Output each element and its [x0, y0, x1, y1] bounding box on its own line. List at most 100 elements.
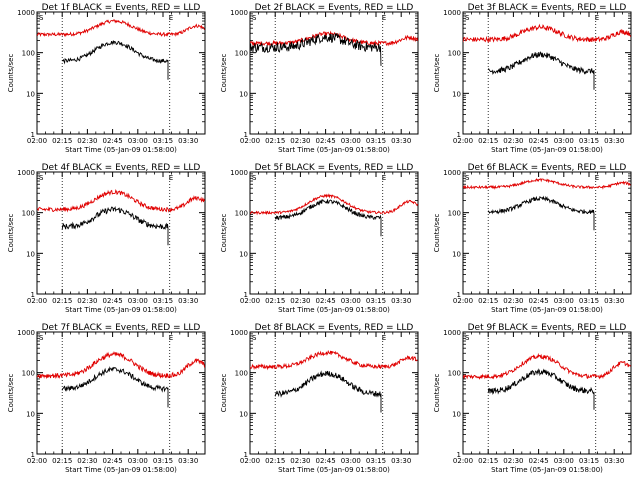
- y-tick-label: 100: [22, 50, 35, 58]
- panel-det-8: Det 8f BLACK = Events, RED = LLD 1 10 100 10…: [220, 323, 419, 474]
- end-marker-label: E: [382, 334, 386, 342]
- series-line-events: [61, 366, 169, 408]
- x-tick-label: 02:45: [316, 457, 336, 465]
- panel-det-9: Det 9f BLACK = Events, RED = LLD 1 10 100 10…: [433, 323, 632, 474]
- panel-det-7: Det 7f BLACK = Events, RED = LLD 1 10 100 10…: [7, 323, 206, 474]
- series-line-events: [62, 40, 169, 80]
- end-marker-label: E: [595, 174, 599, 182]
- panel-title: Det 4f BLACK = Events, RED = LLD: [42, 163, 201, 173]
- series-line-events: [487, 195, 595, 231]
- y-tick-label: 1000: [230, 329, 248, 337]
- x-tick-label: 03:00: [128, 457, 148, 465]
- y-tick-label: 1000: [17, 329, 35, 337]
- x-tick-label: 03:00: [341, 137, 361, 145]
- x-tick-label: 02:15: [478, 457, 498, 465]
- x-tick-label: 03:15: [366, 297, 386, 305]
- x-tick-label: 03:30: [391, 297, 411, 305]
- end-marker-label: E: [595, 14, 599, 22]
- x-tick-label: 03:15: [579, 297, 599, 305]
- x-axis-label: Start Time (05-Jan-09 01:58:00): [491, 306, 603, 314]
- x-axis-label: Start Time (05-Jan-09 01:58:00): [278, 466, 390, 474]
- x-axis-label: Start Time (05-Jan-09 01:58:00): [65, 146, 177, 154]
- x-tick-label: 02:00: [27, 457, 47, 465]
- x-tick-label: 02:30: [290, 137, 310, 145]
- series-line-events: [274, 199, 382, 237]
- y-tick-label: 1: [31, 451, 35, 459]
- y-tick-label: 1: [457, 131, 461, 139]
- y-tick-label: 1000: [17, 169, 35, 177]
- panel-title: Det 9f BLACK = Events, RED = LLD: [468, 323, 627, 333]
- series-line-lld: [463, 178, 631, 190]
- x-tick-label: 03:30: [604, 297, 624, 305]
- end-marker-label: E: [169, 14, 173, 22]
- x-tick-label: 02:00: [453, 137, 473, 145]
- end-marker-label: E: [169, 334, 173, 342]
- y-tick-label: 100: [448, 210, 461, 218]
- y-tick-label: 1000: [230, 169, 248, 177]
- panel-title: Det 7f BLACK = Events, RED = LLD: [42, 323, 201, 333]
- end-marker-label: E: [382, 174, 386, 182]
- x-axis-label: Start Time (05-Jan-09 01:58:00): [491, 146, 603, 154]
- y-tick-label: 100: [448, 370, 461, 378]
- series-line-events: [274, 370, 382, 413]
- x-tick-label: 02:15: [52, 137, 72, 145]
- y-axis-label: Counts/sec: [7, 214, 15, 253]
- x-tick-label: 02:15: [265, 137, 285, 145]
- start-marker-label: S: [252, 174, 257, 182]
- x-tick-label: 02:15: [478, 297, 498, 305]
- x-tick-label: 02:45: [316, 297, 336, 305]
- panel-title: Det 1f BLACK = Events, RED = LLD: [42, 3, 201, 13]
- x-tick-label: 02:30: [503, 137, 523, 145]
- series-line-lld: [250, 349, 418, 371]
- x-tick-label: 03:30: [604, 137, 624, 145]
- x-tick-label: 02:30: [503, 297, 523, 305]
- x-tick-label: 03:00: [341, 457, 361, 465]
- x-tick-label: 03:00: [554, 137, 574, 145]
- panel-title: Det 3f BLACK = Events, RED = LLD: [468, 3, 627, 13]
- x-axis-label: Start Time (05-Jan-09 01:58:00): [278, 306, 390, 314]
- x-tick-label: 02:00: [240, 137, 260, 145]
- panel-det-3: Det 3f BLACK = Events, RED = LLD 1 10 100 10…: [433, 3, 632, 154]
- end-marker-label: E: [169, 174, 173, 182]
- x-axis-label: Start Time (05-Jan-09 01:58:00): [491, 466, 603, 474]
- panel-title: Det 6f BLACK = Events, RED = LLD: [468, 163, 627, 173]
- x-tick-label: 03:15: [579, 457, 599, 465]
- y-tick-label: 1000: [443, 9, 461, 17]
- x-tick-label: 03:30: [178, 297, 198, 305]
- x-tick-label: 03:00: [554, 457, 574, 465]
- y-tick-label: 1: [244, 451, 248, 459]
- y-tick-label: 10: [452, 90, 461, 98]
- x-tick-label: 03:15: [366, 457, 386, 465]
- x-tick-label: 03:00: [554, 297, 574, 305]
- panel-det-6: Det 6f BLACK = Events, RED = LLD 1 10 100 10…: [433, 163, 632, 314]
- series-line-events: [487, 368, 595, 410]
- y-axis-label: Counts/sec: [433, 54, 441, 93]
- start-marker-label: S: [465, 174, 470, 182]
- y-axis-label: Counts/sec: [220, 374, 228, 413]
- y-tick-label: 10: [26, 410, 35, 418]
- y-tick-label: 1: [457, 451, 461, 459]
- y-tick-label: 100: [448, 50, 461, 58]
- x-axis-label: Start Time (05-Jan-09 01:58:00): [65, 306, 177, 314]
- y-axis-label: Counts/sec: [433, 214, 441, 253]
- x-tick-label: 02:30: [290, 297, 310, 305]
- start-marker-label: S: [39, 174, 44, 182]
- panel-det-5: Det 5f BLACK = Events, RED = LLD 1 10 100 10…: [220, 163, 419, 314]
- series-line-lld: [463, 23, 631, 44]
- x-tick-label: 02:00: [453, 297, 473, 305]
- y-tick-label: 1000: [17, 9, 35, 17]
- start-marker-label: S: [465, 334, 470, 342]
- series-line-events: [250, 33, 382, 66]
- panel-det-1: Det 1f BLACK = Events, RED = LLD 1 10 100 10…: [7, 3, 206, 154]
- series-line-lld: [37, 189, 205, 213]
- x-tick-label: 02:00: [27, 297, 47, 305]
- y-tick-label: 10: [452, 250, 461, 258]
- y-axis-label: Counts/sec: [7, 54, 15, 93]
- x-tick-label: 02:00: [453, 457, 473, 465]
- x-tick-label: 03:30: [178, 137, 198, 145]
- x-tick-label: 03:30: [178, 457, 198, 465]
- x-tick-label: 03:30: [391, 137, 411, 145]
- panel-title: Det 2f BLACK = Events, RED = LLD: [255, 3, 414, 13]
- x-tick-label: 02:15: [52, 297, 72, 305]
- y-tick-label: 1: [244, 131, 248, 139]
